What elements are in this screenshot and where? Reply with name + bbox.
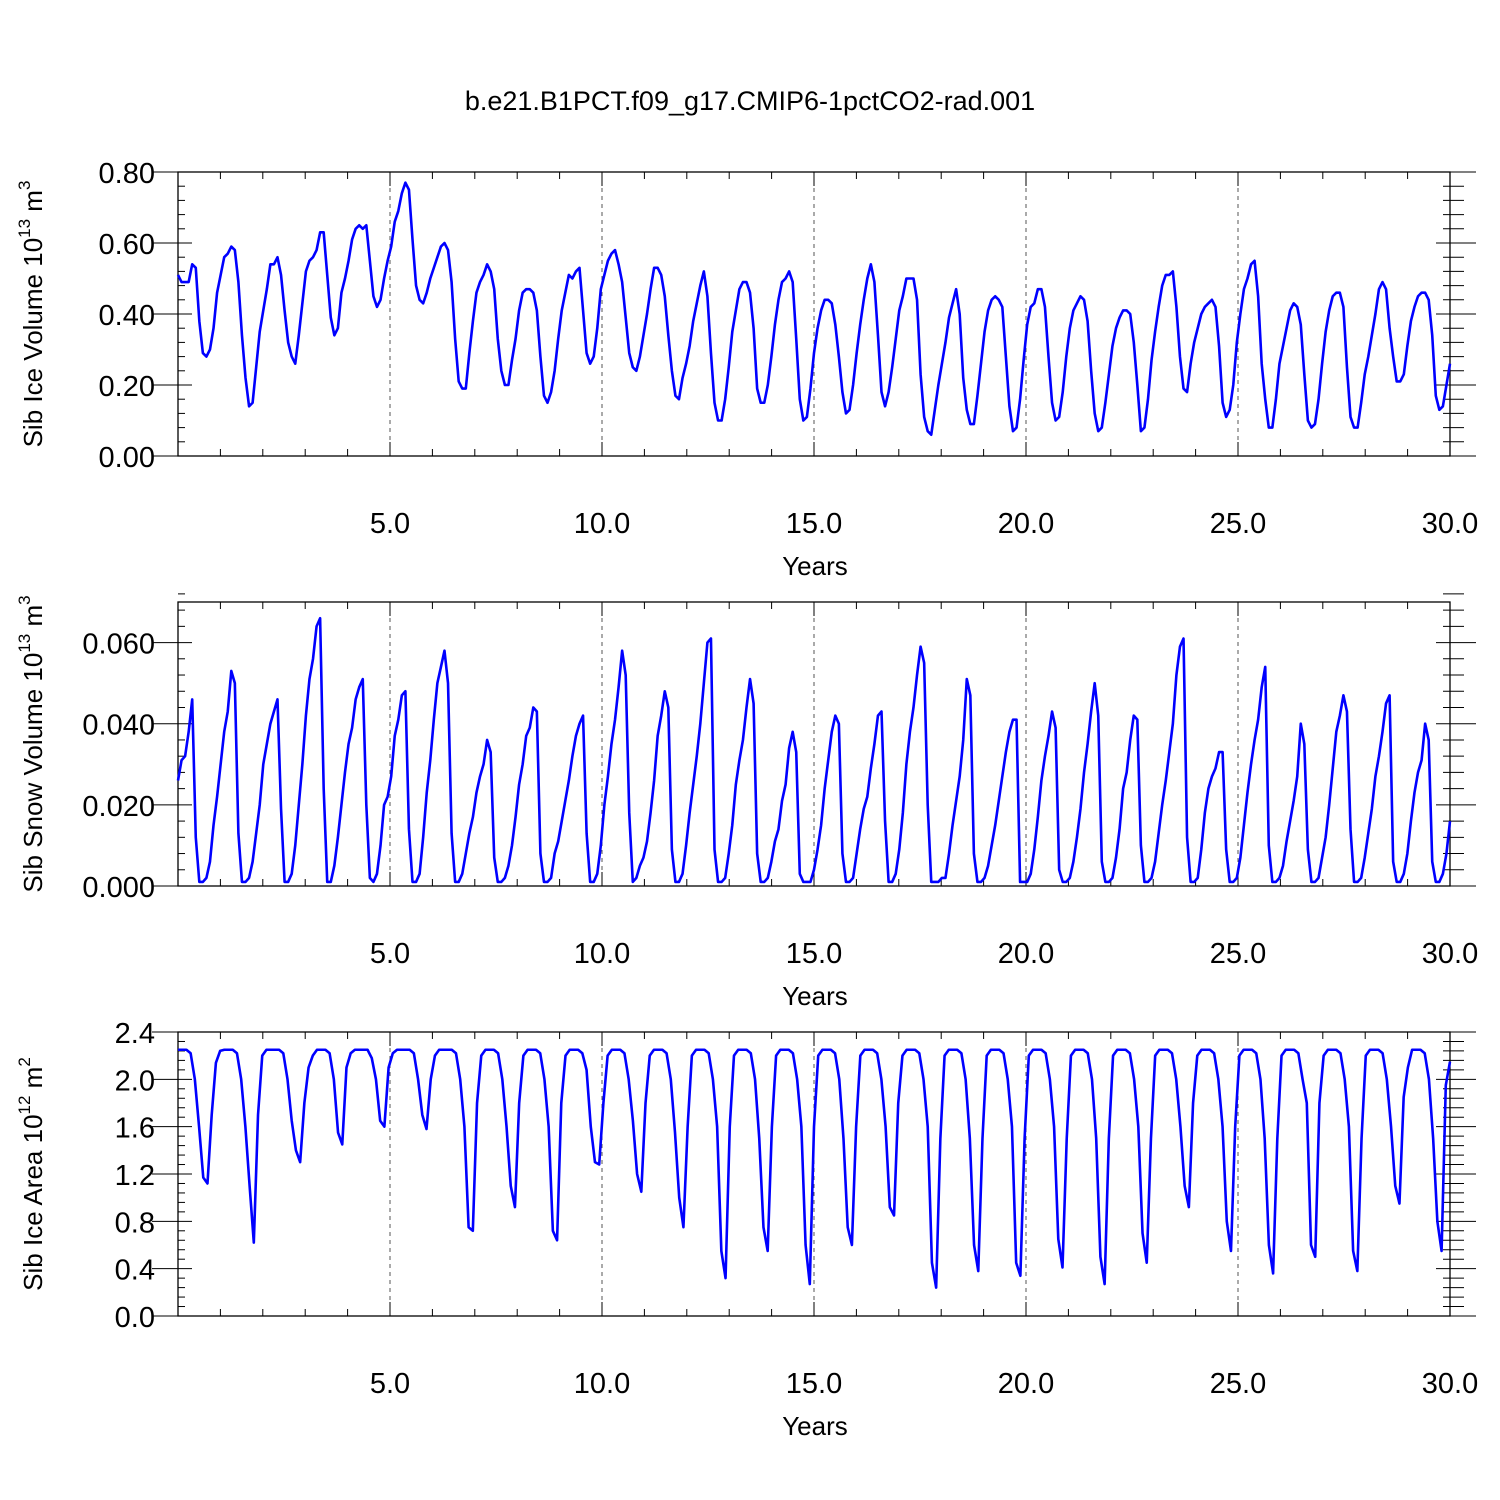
x-axis-label: Years [782,551,848,581]
y-tick-label: 1.6 [115,1113,155,1145]
x-tick-label: 15.0 [786,1368,842,1400]
x-tick-label: 20.0 [998,938,1054,970]
x-tick-label: 5.0 [370,938,410,970]
y-tick-label: 0.20 [99,371,155,403]
x-tick-label: 15.0 [786,508,842,540]
x-tick-label: 20.0 [998,508,1054,540]
y-tick-label: 0.0 [115,1302,155,1334]
series-line [176,181,1452,437]
x-tick-label: 20.0 [998,1368,1054,1400]
x-tick-label: 5.0 [370,508,410,540]
figure-title: b.e21.B1PCT.f09_g17.CMIP6-1pctCO2-rad.00… [465,86,1035,116]
y-tick-label: 0.4 [115,1255,155,1287]
y-axis-label: Sib Ice Volume 1013 m3 [15,181,48,448]
y-tick-label: 0.40 [99,300,155,332]
y-tick-label: 0.60 [99,229,155,261]
x-tick-label: 10.0 [574,938,630,970]
chart-panel-1: 5.0 10.0 15.0 20.0 25.0 30.0 0.00 0.20 0.40 0.60 0… [15,158,1478,581]
x-axis-label: Years [782,981,848,1011]
series-line [176,616,1452,884]
x-tick-label: 30.0 [1422,1368,1478,1400]
y-tick-label: 0.040 [82,710,155,742]
x-tick-label: 5.0 [370,1368,410,1400]
y-tick-label: 0.000 [82,872,155,904]
x-tick-label: 25.0 [1210,508,1266,540]
x-tick-label: 10.0 [574,1368,630,1400]
y-tick-label: 2.4 [115,1018,155,1050]
chart-panel-2: 5.0 10.0 15.0 20.0 25.0 30.0 0.000 0.020 0.040 0.… [15,593,1478,1011]
y-axis-label: Sib Snow Volume 1013 m3 [15,595,48,892]
y-tick-label: 0.060 [82,629,155,661]
x-tick-label: 10.0 [574,508,630,540]
y-tick-label: 0.020 [82,791,155,823]
x-tick-label: 15.0 [786,938,842,970]
x-tick-label: 25.0 [1210,938,1266,970]
x-tick-label: 30.0 [1422,508,1478,540]
y-tick-label: 0.80 [99,158,155,190]
chart-panel-3: 5.0 10.0 15.0 20.0 25.0 30.0 0.0 0.4 0.8 1.2 1.6 2.… [15,1018,1478,1441]
y-tick-label: 1.2 [115,1160,155,1192]
series-line [178,1048,1452,1289]
x-axis-label: Years [782,1411,848,1441]
y-tick-label: 0.8 [115,1207,155,1239]
y-tick-label: 0.00 [99,442,155,474]
y-tick-label: 2.0 [115,1065,155,1097]
x-tick-label: 30.0 [1422,938,1478,970]
y-axis-label: Sib Ice Area 1012 m2 [15,1057,48,1291]
x-tick-label: 25.0 [1210,1368,1266,1400]
